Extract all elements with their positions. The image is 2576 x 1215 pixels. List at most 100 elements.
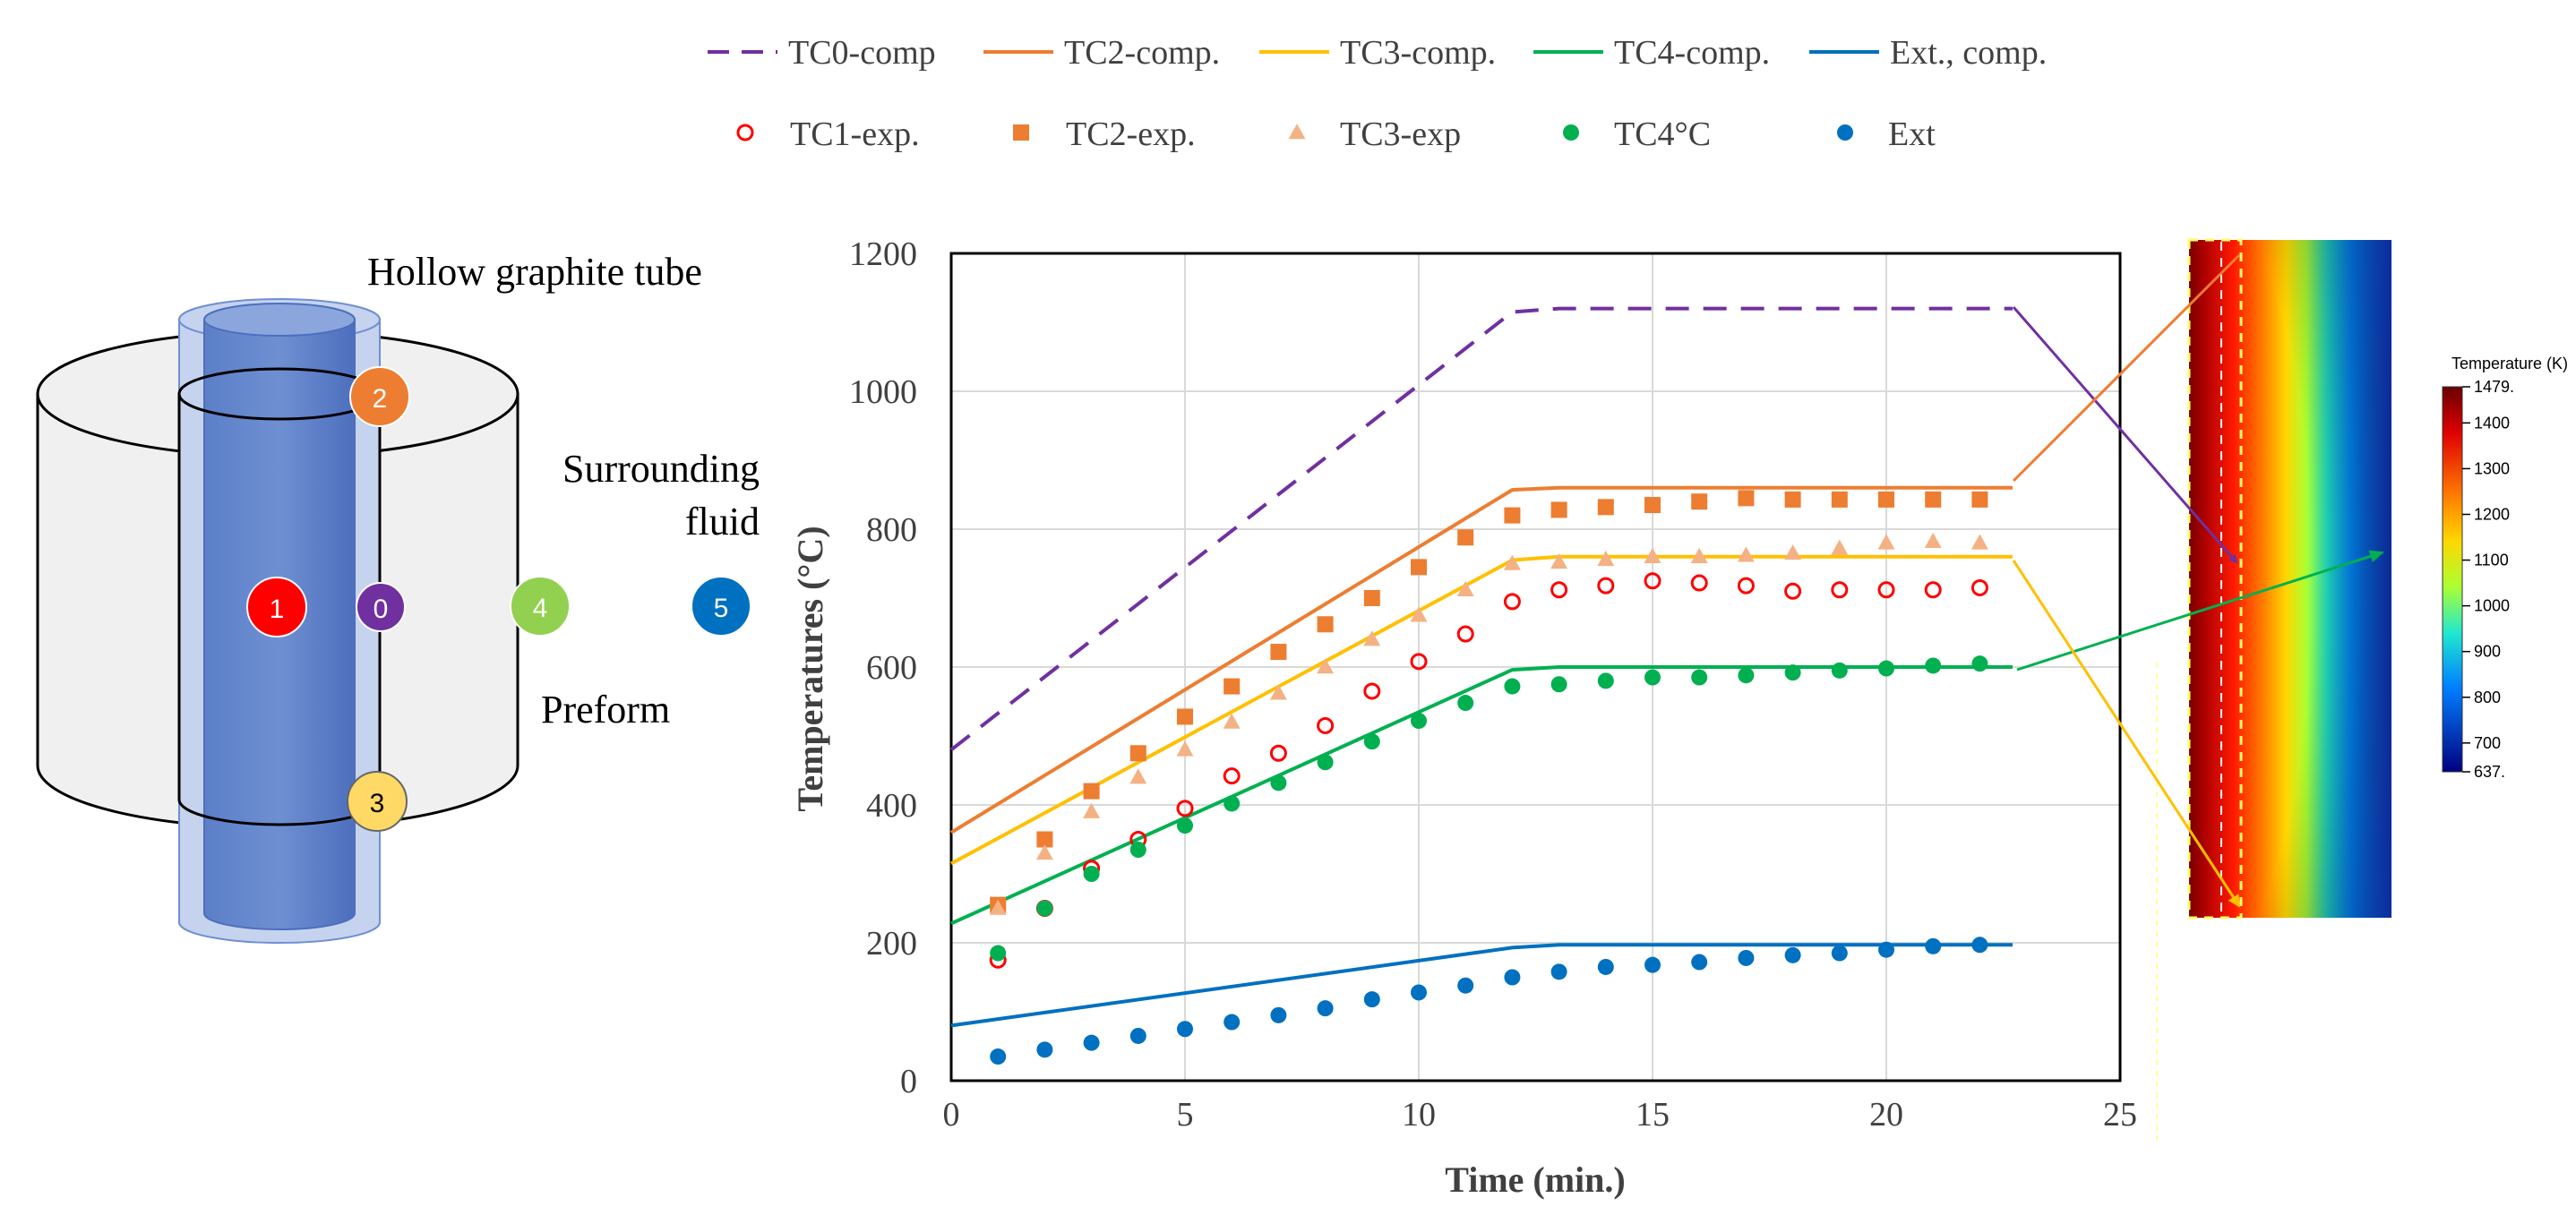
point-ext (1177, 1021, 1193, 1038)
colorbar-title: Temperature (K) (2451, 355, 2568, 372)
x-tick-label: 25 (2103, 1096, 2137, 1134)
point-tc3-exp (1924, 532, 1942, 549)
point-tc4-c (1317, 754, 1334, 771)
colorbar-ticks: 1479. 1400 1300 1200 1100 1000 900 800 700 637. (2462, 378, 2514, 781)
point-ext (1129, 1027, 1146, 1044)
colorbar-tick-label: 1200 (2474, 505, 2510, 523)
legend-marker-swatch (1013, 124, 1029, 141)
point-ext (1971, 937, 1988, 954)
point-ext (1550, 963, 1567, 980)
point-tc2-exp (1971, 491, 1988, 508)
point-tc4-c (1177, 817, 1193, 834)
point-tc4-c (1597, 672, 1614, 689)
axis-ticks: 0 5 10 15 20 25 0 200 400 600 800 1000 1200 (849, 235, 2137, 1134)
point-tc4-c (1363, 733, 1380, 750)
colorbar-tick-label: 900 (2474, 643, 2501, 661)
point-tc3-exp (1503, 554, 1521, 570)
legend-label: Ext., comp. (1890, 34, 2047, 72)
x-axis-title: Time (min.) (1445, 1159, 1625, 1200)
point-tc4-c (1878, 660, 1894, 677)
legend-entry-tc0-comp: TC0-comp (708, 34, 936, 72)
colorbar-tick-label: 1479. (2474, 378, 2514, 396)
point-tc3-exp (1129, 768, 1147, 784)
point-tc3-exp (1644, 547, 1662, 563)
point-ext (1270, 1006, 1287, 1023)
legend-label: TC2-comp. (1064, 34, 1220, 72)
point-ext (1784, 946, 1801, 963)
label-hollow-graphite-tube: Hollow graphite tube (367, 250, 702, 294)
marker-1: 1 (246, 577, 307, 637)
point-tc4-c (1083, 866, 1100, 882)
plot-frame (949, 252, 2122, 1082)
point-tc3-exp (1877, 534, 1895, 550)
point-tc4-c (1738, 667, 1755, 684)
label-fluid: fluid (685, 500, 760, 543)
legend: TC0-comp TC2-comp. TC3-comp. TC4-comp. Ext.,… (708, 34, 2047, 153)
point-tc4-c (990, 945, 1007, 962)
x-tick-label: 10 (1402, 1096, 1436, 1134)
point-tc3-exp (1269, 684, 1287, 700)
point-tc3-exp (1690, 547, 1708, 563)
x-tick-label: 5 (1177, 1096, 1194, 1134)
point-tc2-exp (1457, 529, 1474, 546)
legend-label: TC3-exp (1340, 116, 1461, 153)
point-tc3-exp (1831, 539, 1849, 555)
legend-entry-ext: Ext (1837, 116, 1936, 153)
y-tick-label: 800 (866, 511, 917, 549)
point-ext (1925, 937, 1942, 954)
legend-marker-swatch (1288, 124, 1306, 140)
point-tc1-exp (1456, 625, 1474, 643)
legend-label: TC4-comp. (1614, 34, 1770, 72)
point-tc1-exp (1269, 744, 1287, 762)
point-ext (1457, 977, 1474, 994)
point-tc1-exp (1971, 578, 1988, 596)
point-ext (1411, 984, 1427, 1001)
point-tc3-exp (1971, 534, 1988, 550)
point-ext (1831, 945, 1848, 962)
point-tc2-exp (1784, 491, 1801, 508)
point-ext (990, 1048, 1007, 1065)
point-tc2-exp (1270, 644, 1287, 661)
point-tc3-exp (1456, 580, 1474, 596)
series-line-tc2-comp (949, 485, 2013, 834)
series-line-ext-comp (950, 943, 2013, 1028)
point-tc2-exp (1083, 783, 1100, 800)
point-tc1-exp (1831, 581, 1849, 599)
point-tc4-c (1550, 676, 1567, 693)
point-tc2-exp (1363, 590, 1380, 606)
point-tc1-exp (1176, 800, 1194, 817)
colorbar-tick-label: 700 (2474, 734, 2501, 752)
point-tc2-exp (1831, 491, 1848, 508)
y-tick-label: 0 (900, 1063, 917, 1100)
legend-entry-tc2-exp: TC2-exp. (1013, 116, 1196, 153)
point-tc3-exp (1737, 546, 1755, 562)
point-tc3-exp (1597, 550, 1615, 567)
legend-label: TC2-exp. (1066, 116, 1196, 153)
marker-circle-1 (246, 577, 307, 637)
point-tc2-exp (1644, 497, 1661, 514)
x-tick-label: 0 (943, 1096, 960, 1134)
point-tc1-exp (1223, 767, 1241, 785)
series-points (989, 490, 1988, 1065)
point-tc3-exp (1176, 740, 1194, 757)
series-line-tc4-comp (950, 665, 2013, 926)
x-tick-label: 20 (1869, 1096, 1903, 1134)
legend-marker-swatch (736, 124, 754, 141)
point-tc1-exp (1737, 577, 1755, 595)
legend-entry-ext-comp: Ext., comp. (1809, 34, 2047, 72)
point-tc4-c (1224, 795, 1241, 812)
point-tc2-exp (1738, 490, 1755, 507)
point-tc4-c (1831, 662, 1848, 679)
marker-label-4: 4 (533, 594, 548, 623)
y-axis-title: Temperatures (°C) (790, 526, 830, 811)
point-ext (1691, 954, 1708, 971)
marker-label-3: 3 (370, 789, 385, 818)
legend-label: TC4°C (1614, 116, 1711, 153)
marker-label-2: 2 (373, 384, 388, 414)
point-tc1-exp (1550, 581, 1568, 599)
legend-marker-swatch (1563, 124, 1579, 141)
point-tc1-exp (1503, 593, 1521, 611)
marker-label-5: 5 (714, 594, 729, 623)
point-tc1-exp (1597, 577, 1615, 595)
